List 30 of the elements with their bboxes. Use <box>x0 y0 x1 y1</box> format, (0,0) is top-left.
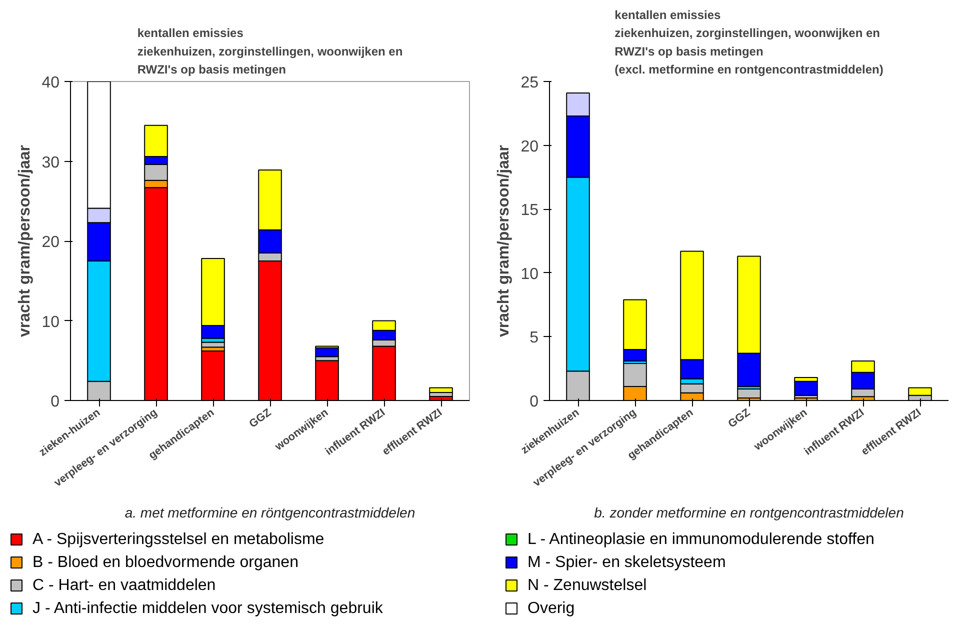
bar <box>794 380 818 396</box>
legend-label: B - Bloed en bloedvormende organen <box>32 554 298 571</box>
chart-title: kentallen emissies ziekenhuizen, zorginstellingen, woonwijken en RWZI's op basis metingen (excl. metformine en rontgencontrastmiddelen) <box>614 8 884 76</box>
y-tick-label: 25 <box>520 74 539 92</box>
y-tick-label: 40 <box>42 74 60 92</box>
legend-label: Overig <box>528 600 575 617</box>
bar <box>908 387 932 396</box>
y-tick-label: 0 <box>530 394 539 410</box>
bar <box>429 387 453 394</box>
y-tick-label: 30 <box>42 154 60 172</box>
legend-label: C - Hart- en vaatmiddelen <box>32 577 216 594</box>
legend-label: N - Zenuwstelsel <box>528 577 647 594</box>
y-tick-label: 0 <box>50 394 60 410</box>
y-tick-label: 20 <box>42 234 60 251</box>
chart-title: kentallen emissies ziekenhuizen, zorginstellingen, woonwijken en RWZI's op basis metingen <box>137 26 403 76</box>
x-tick-label: GGZ <box>726 406 753 430</box>
y-axis-title: vracht gram/persoon/jaar <box>496 144 513 338</box>
legend-label: L - Antineoplasie en immunomodulerende stoffen <box>528 531 874 548</box>
text: a. met metformine en röntgencontrastmiddelen <box>124 504 416 520</box>
y-axis-title: vracht gram/persoon/jaar <box>16 144 34 338</box>
y-tick-label: 10 <box>42 314 60 331</box>
x-tick-label: GGZ <box>247 406 274 430</box>
legend-label: A - Spijsverteringsstelsel en metabolisme <box>32 531 324 548</box>
y-tick-label: 5 <box>530 330 539 347</box>
legend-label: J - Anti-infectie middelen voor systemisch gebruik <box>32 600 384 617</box>
y-tick-label: 15 <box>520 202 539 220</box>
legend-label: M - Spier- en skeletsysteem <box>528 554 726 571</box>
y-tick-label: 10 <box>520 266 539 283</box>
text: b. zonder metformine en rontgencontrastmiddelen <box>594 504 904 520</box>
y-tick-label: 20 <box>520 138 539 156</box>
